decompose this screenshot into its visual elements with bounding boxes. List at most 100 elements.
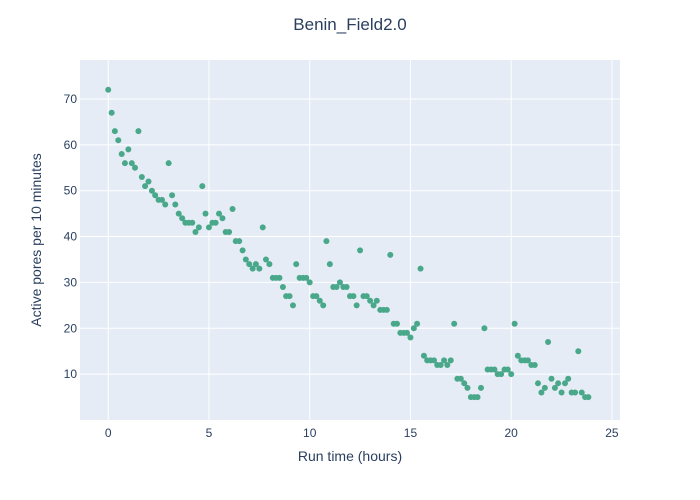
data-point (108, 109, 115, 116)
data-point (524, 357, 531, 364)
data-point (316, 297, 323, 304)
data-point (350, 293, 357, 300)
data-point (306, 279, 313, 286)
y-tick-label: 70 (64, 92, 78, 106)
data-point (236, 238, 243, 245)
data-point (252, 261, 259, 268)
data-point (373, 297, 380, 304)
y-tick-label: 10 (64, 367, 78, 381)
grid-lines (80, 60, 620, 420)
y-tick-label: 50 (64, 184, 78, 198)
data-point (481, 325, 488, 332)
data-point (148, 187, 155, 194)
y-tick-label: 30 (64, 275, 78, 289)
chart-title: Benin_Field2.0 (293, 15, 406, 34)
x-tick-label: 10 (303, 426, 317, 440)
data-point (451, 320, 458, 327)
data-point (464, 384, 471, 391)
data-point (216, 210, 223, 217)
data-point (572, 389, 579, 396)
data-point (387, 251, 394, 258)
data-point (541, 384, 548, 391)
data-point (578, 389, 585, 396)
data-point (538, 389, 545, 396)
y-tick-label: 60 (64, 138, 78, 152)
x-tick-label: 15 (404, 426, 418, 440)
data-point (145, 178, 152, 185)
data-point (135, 128, 142, 135)
data-point (508, 371, 515, 378)
data-point (555, 380, 562, 387)
data-point (393, 320, 400, 327)
data-point (313, 293, 320, 300)
data-point (404, 329, 411, 336)
data-point (353, 302, 360, 309)
data-point (336, 279, 343, 286)
data-point (293, 261, 300, 268)
data-point (407, 334, 414, 341)
data-point (357, 247, 364, 254)
data-point (212, 219, 219, 226)
x-tick-label: 0 (105, 426, 112, 440)
data-point (511, 320, 518, 327)
data-point (249, 265, 256, 272)
data-point (266, 261, 273, 268)
data-point (262, 256, 269, 263)
data-point (558, 389, 565, 396)
data-point (179, 215, 186, 222)
data-point (565, 375, 572, 382)
data-point (417, 265, 424, 272)
data-point (303, 274, 310, 281)
data-point (159, 196, 166, 203)
data-point (491, 366, 498, 373)
data-point (229, 206, 236, 213)
data-point (132, 164, 139, 171)
data-point (326, 261, 333, 268)
data-point (561, 380, 568, 387)
data-point (199, 183, 206, 190)
data-point (367, 297, 374, 304)
x-tick-label: 5 (206, 426, 213, 440)
data-point (256, 265, 263, 272)
data-point (289, 302, 296, 309)
data-point (531, 361, 538, 368)
data-point (202, 210, 209, 217)
plot-area (80, 60, 620, 420)
data-point (333, 284, 340, 291)
x-axis-label: Run time (hours) (298, 448, 402, 464)
data-point (115, 137, 122, 144)
data-point (172, 201, 179, 208)
data-point (142, 183, 149, 190)
data-point (441, 357, 448, 364)
data-point (169, 192, 176, 199)
data-point (165, 160, 172, 167)
data-point (431, 357, 438, 364)
data-point (585, 394, 592, 401)
data-point (195, 224, 202, 231)
data-point (534, 380, 541, 387)
data-point (205, 224, 212, 231)
data-point (239, 247, 246, 254)
data-point (320, 302, 327, 309)
data-point (504, 366, 511, 373)
data-point (437, 361, 444, 368)
data-point (111, 128, 118, 135)
data-point (128, 160, 135, 167)
data-point (575, 348, 582, 355)
data-point (323, 238, 330, 245)
data-point (548, 375, 555, 382)
data-point (162, 201, 169, 208)
x-tick-label: 25 (605, 426, 619, 440)
data-point (121, 160, 128, 167)
data-point (474, 394, 481, 401)
data-point (363, 293, 370, 300)
data-point (192, 228, 199, 235)
data-point (219, 215, 226, 222)
data-point (343, 284, 350, 291)
data-point (138, 173, 145, 180)
data-point (152, 192, 159, 199)
data-point (461, 380, 468, 387)
data-point (410, 325, 417, 332)
data-point (118, 151, 125, 158)
